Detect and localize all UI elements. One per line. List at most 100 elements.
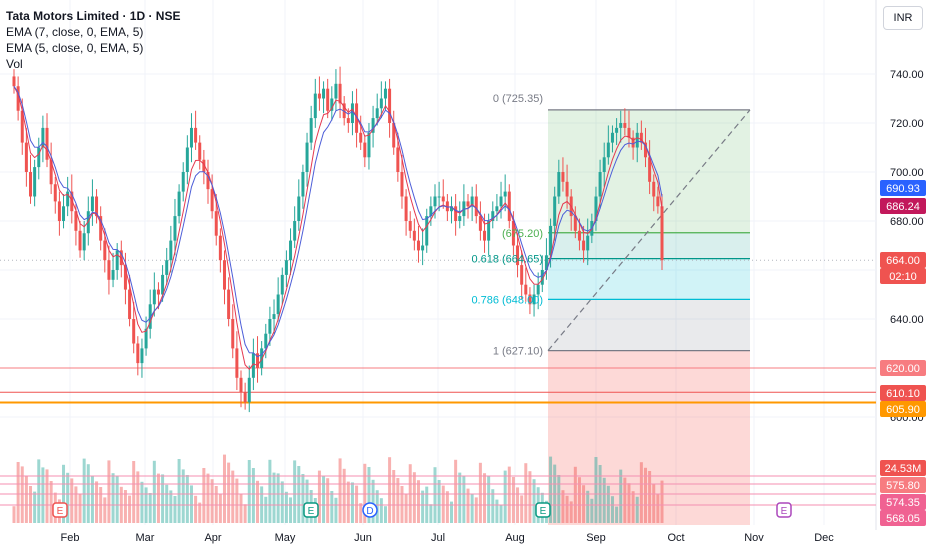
candle-body — [516, 245, 520, 266]
candle-body — [210, 189, 214, 212]
candle-body — [74, 211, 78, 231]
volume-bar — [429, 504, 433, 523]
fib-zone — [548, 299, 750, 351]
volume-legend[interactable]: Vol — [6, 57, 23, 71]
candle-body — [313, 93, 317, 119]
time-axis: Feb Mar Apr May Jun Jul Aug Sep Oct Nov Dec — [61, 532, 835, 544]
volume-bar — [466, 488, 470, 523]
volume-bar — [231, 470, 235, 523]
price-badge-label: 605.90 — [886, 404, 920, 416]
candle-body — [445, 201, 449, 212]
earnings-icon — [535, 502, 551, 518]
candle-body — [37, 147, 41, 168]
candle-body — [375, 108, 379, 119]
volume-bar — [115, 476, 119, 523]
volume-bar — [586, 490, 590, 523]
volume-bar — [652, 483, 656, 523]
x-tick-label: Nov — [744, 532, 764, 544]
candle-body — [123, 265, 127, 290]
candle-body — [256, 353, 260, 368]
currency-button[interactable]: INR — [883, 6, 923, 30]
candle-body — [528, 294, 532, 305]
candle-body — [128, 289, 132, 319]
volume-bar — [222, 454, 226, 523]
volume-bar — [359, 503, 363, 523]
volume-bar — [334, 497, 338, 523]
volume-bar — [383, 506, 387, 523]
event-marker-e[interactable]: E — [776, 502, 792, 518]
candle-body — [41, 127, 45, 148]
volume-bar — [293, 460, 297, 523]
volume-badge-label: 568.05 — [886, 513, 920, 525]
y-tick-label: 640.00 — [890, 314, 924, 326]
volume-bar — [520, 495, 524, 523]
candle-body — [45, 127, 49, 160]
candle-body — [53, 184, 57, 202]
event-marker-d[interactable]: D — [362, 502, 378, 518]
candle-body — [627, 127, 631, 138]
volume-badge — [880, 494, 926, 510]
event-marker-e[interactable]: E — [52, 502, 68, 518]
volume-bar — [606, 485, 610, 523]
volume-bar — [346, 481, 350, 523]
volume-bar — [491, 489, 495, 523]
price-badge — [880, 180, 926, 196]
volume-bar — [169, 490, 173, 523]
candle-body — [305, 142, 309, 172]
ema-fast-legend[interactable]: EMA (7, close, 0, EMA, 5) — [6, 25, 144, 39]
candle-body — [557, 172, 561, 197]
candle-body — [70, 191, 74, 212]
volume-bar — [421, 490, 425, 523]
volume-bar — [301, 474, 305, 523]
volume-bar — [33, 491, 37, 523]
candle-body — [507, 191, 511, 221]
volume-bar — [243, 504, 247, 523]
volume-bar — [404, 494, 408, 523]
candle-body — [487, 221, 491, 241]
volume-badge-label: 24.53M — [885, 463, 922, 475]
volume-bar — [565, 495, 569, 523]
ema-slow-legend[interactable]: EMA (5, close, 0, EMA, 5) — [6, 41, 144, 55]
x-tick-label: Dec — [814, 532, 834, 544]
volume-bar — [20, 466, 24, 523]
countdown-badge — [880, 268, 926, 284]
volume-bar — [338, 458, 342, 523]
volume-bar — [132, 461, 136, 523]
ema-slow-line — [13, 86, 663, 358]
volume-bar — [140, 481, 144, 523]
candle-body — [322, 88, 326, 99]
candle-body — [544, 255, 548, 270]
candle-body — [503, 191, 507, 197]
x-tick-label: May — [275, 532, 296, 544]
candle-body — [511, 221, 515, 246]
symbol-title[interactable]: Tata Motors Limited · 1D · NSE — [6, 9, 181, 23]
candle-body — [458, 216, 462, 221]
candle-body — [140, 348, 144, 364]
volume-bar — [524, 463, 528, 523]
candle-body — [293, 221, 297, 241]
candle-body — [400, 172, 404, 197]
candle-body — [222, 260, 226, 290]
price-badge — [880, 385, 926, 401]
volume-bar — [416, 480, 420, 523]
volume-bar — [152, 460, 156, 523]
volume-bar — [173, 496, 177, 523]
candle-body — [466, 201, 470, 207]
volume-bar — [103, 497, 107, 523]
price-badge-label: 690.93 — [886, 183, 920, 195]
volume-bar — [573, 466, 577, 523]
event-marker-e[interactable]: E — [303, 502, 319, 518]
event-marker-e[interactable]: E — [535, 502, 551, 518]
candle-body — [289, 240, 293, 261]
candle-body — [156, 289, 160, 295]
candle-body — [359, 132, 363, 143]
candle-body — [433, 196, 437, 207]
volume-bar — [635, 496, 639, 523]
candle-body — [379, 98, 383, 109]
candle-body — [185, 147, 189, 172]
volume-bar — [156, 473, 160, 523]
volume-bar — [363, 463, 367, 523]
event-label: E — [781, 506, 788, 517]
